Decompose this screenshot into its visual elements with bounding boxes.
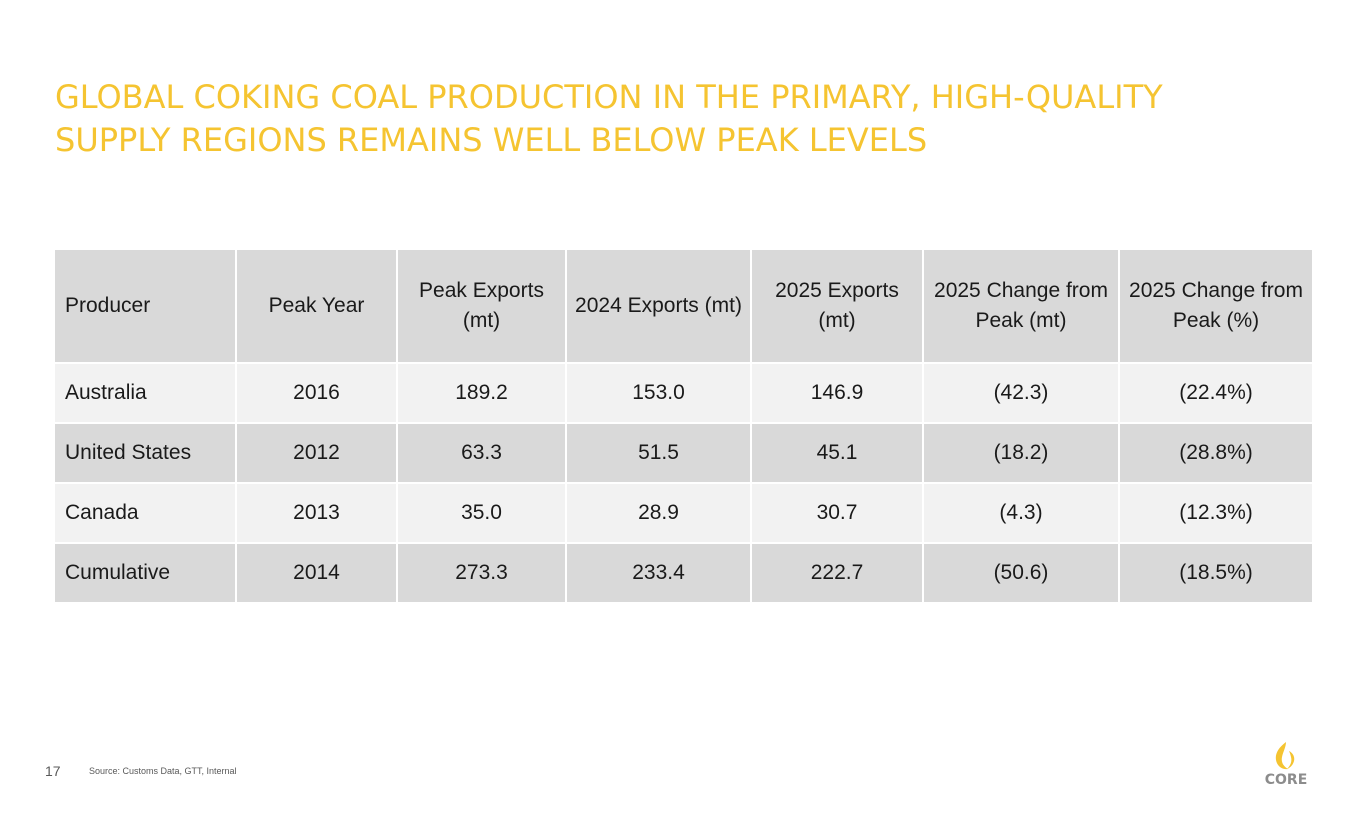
header-change-pct-label: 2025 Change from Peak (%) [1129,279,1303,332]
slide-title-line-2: SUPPLY REGIONS REMAINS WELL BELOW PEAK L… [55,121,928,159]
coking-coal-table: Producer Peak Year Peak Exports (mt) 202… [53,248,1314,604]
cell-2025-exports: 30.7 [750,482,924,544]
cell-change-pct: (12.3%) [1118,482,1314,544]
cell-peak-year: 2016 [235,362,398,424]
cell-2025-exports: 45.1 [750,422,924,484]
cell-producer: Australia [53,362,237,424]
table-row: Canada 2013 35.0 28.9 30.7 (4.3) (12.3%) [53,482,1314,544]
cell-2025-exports: 146.9 [750,362,924,424]
cell-change-pct: (28.8%) [1118,422,1314,484]
cell-producer: United States [53,422,237,484]
header-change-mt: 2025 Change from Peak (mt) [922,248,1120,364]
cell-peak-exports: 273.3 [396,542,567,604]
cell-peak-year: 2012 [235,422,398,484]
cell-change-pct: (22.4%) [1118,362,1314,424]
core-logo: CORE [1258,738,1314,794]
header-peak-year: Peak Year [235,248,398,364]
table-header-row: Producer Peak Year Peak Exports (mt) 202… [53,248,1314,364]
slide-title-line-1: GLOBAL COKING COAL PRODUCTION IN THE PRI… [55,78,1163,116]
cell-2025-exports: 222.7 [750,542,924,604]
cell-2024-exports: 153.0 [565,362,752,424]
header-2024-exports-label: 2024 Exports (mt) [575,294,742,317]
header-2024-exports: 2024 Exports (mt) [565,248,752,364]
header-2025-exports-label: 2025 Exports (mt) [775,279,899,332]
table-row: United States 2012 63.3 51.5 45.1 (18.2)… [53,422,1314,484]
cell-peak-exports: 63.3 [396,422,567,484]
table-row: Cumulative 2014 273.3 233.4 222.7 (50.6)… [53,542,1314,604]
cell-peak-year: 2014 [235,542,398,604]
slide-title: GLOBAL COKING COAL PRODUCTION IN THE PRI… [55,76,1305,162]
cell-2024-exports: 233.4 [565,542,752,604]
header-peak-exports-label: Peak Exports (mt) [419,279,544,332]
page-number: 17 [45,763,61,779]
header-2025-exports: 2025 Exports (mt) [750,248,924,364]
source-note: Source: Customs Data, GTT, Internal [89,766,237,776]
header-change-mt-label: 2025 Change from Peak (mt) [934,279,1108,332]
cell-change-mt: (18.2) [922,422,1120,484]
cell-change-pct: (18.5%) [1118,542,1314,604]
cell-producer: Canada [53,482,237,544]
header-change-pct: 2025 Change from Peak (%) [1118,248,1314,364]
cell-peak-exports: 35.0 [396,482,567,544]
cell-2024-exports: 28.9 [565,482,752,544]
cell-peak-exports: 189.2 [396,362,567,424]
cell-change-mt: (4.3) [922,482,1120,544]
core-flame-icon [1275,742,1295,770]
cell-change-mt: (50.6) [922,542,1120,604]
logo-text: CORE [1264,772,1308,788]
cell-producer: Cumulative [53,542,237,604]
table-row: Australia 2016 189.2 153.0 146.9 (42.3) … [53,362,1314,424]
header-peak-exports: Peak Exports (mt) [396,248,567,364]
cell-peak-year: 2013 [235,482,398,544]
cell-change-mt: (42.3) [922,362,1120,424]
header-producer: Producer [53,248,237,364]
cell-2024-exports: 51.5 [565,422,752,484]
